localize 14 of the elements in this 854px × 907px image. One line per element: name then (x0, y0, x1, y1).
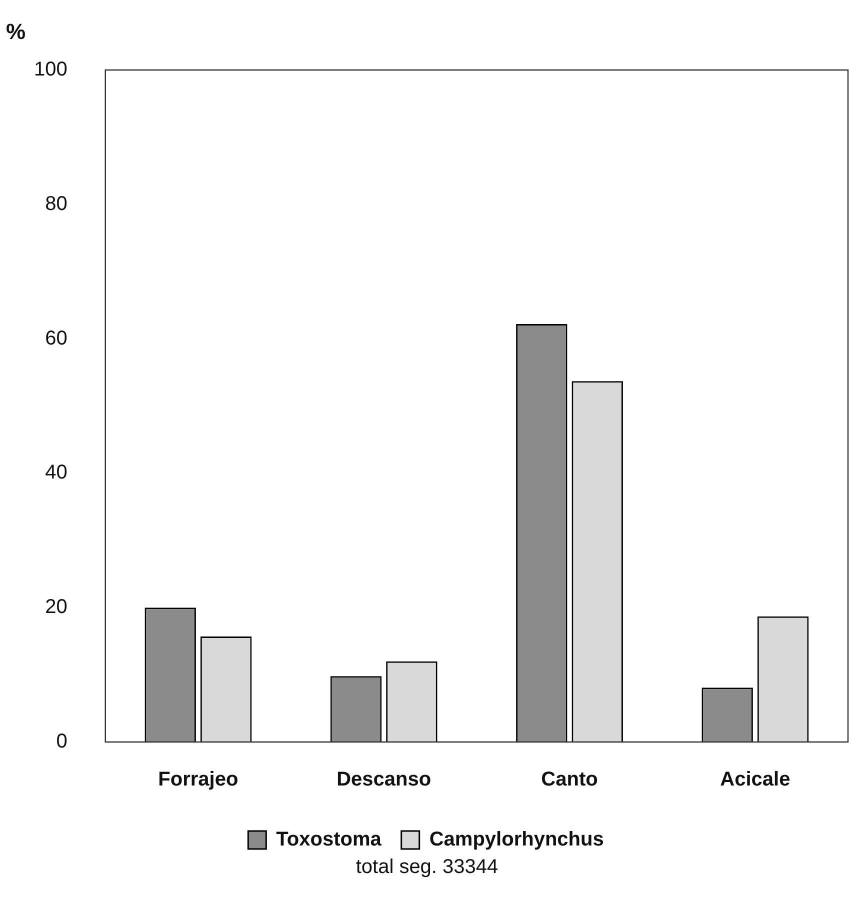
x-tick-label: Descanso (336, 768, 432, 791)
text: total seg. 33344 (354, 856, 500, 879)
y-tick-label: 20 (45, 596, 68, 618)
y-tick-label: 40 (45, 462, 68, 484)
x-tick-label: Canto (541, 768, 598, 791)
y-tick-label: 0 (56, 730, 68, 753)
legend-label: Toxostoma (276, 828, 382, 851)
y-tick-label: 80 (45, 192, 68, 215)
y-tick-label: 60 (45, 327, 68, 350)
y-tick-label: 100 (34, 58, 68, 81)
y-axis-title: % (6, 19, 26, 44)
x-tick-label: Acicale (720, 768, 790, 791)
x-tick-label: Forrajeo (158, 768, 238, 791)
legend-label: Campylorhynchus (429, 828, 604, 851)
